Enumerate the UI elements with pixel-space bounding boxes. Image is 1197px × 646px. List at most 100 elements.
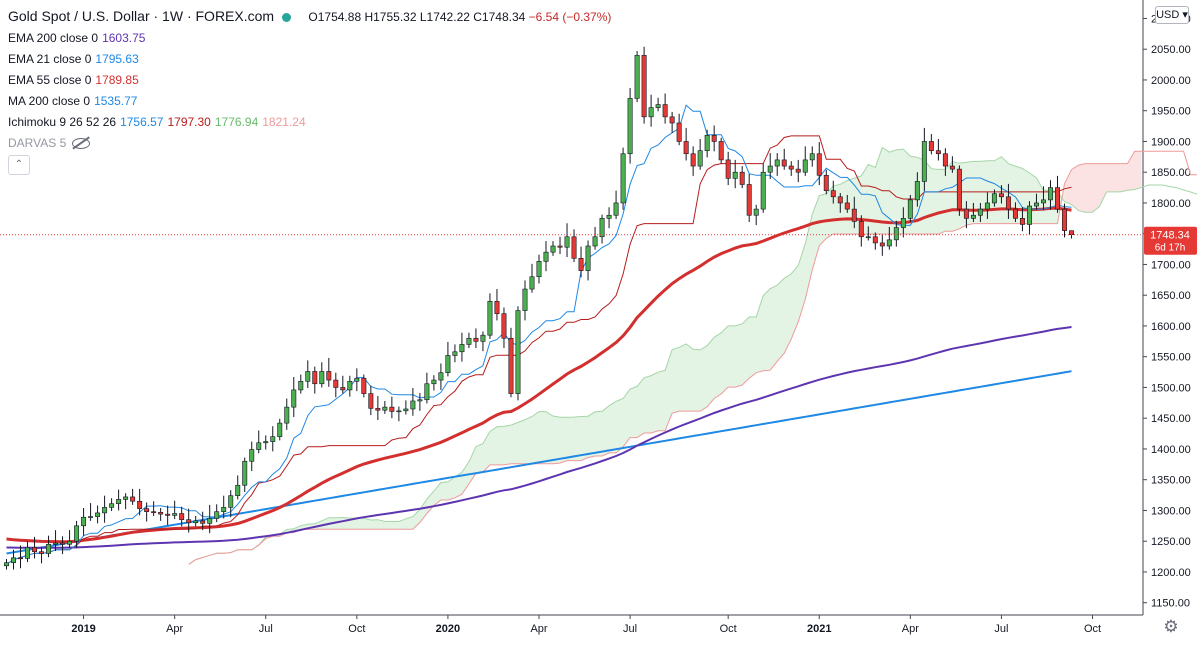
candle-body: [907, 199, 913, 219]
ichimoku-cloud-segment: [567, 417, 575, 461]
candle-body: [501, 313, 507, 339]
candle-body: [998, 193, 1004, 198]
candle-body: [725, 159, 731, 179]
ichimoku-cloud-segment: [644, 375, 652, 433]
candle-body: [382, 406, 388, 411]
candle-body: [508, 337, 514, 394]
ohlc-close: C1748.34: [473, 10, 526, 24]
ichimoku-cloud-segment: [651, 372, 659, 433]
candle-body: [690, 153, 696, 167]
candle-body: [634, 55, 640, 99]
ichimoku-cloud-segment: [1120, 163, 1128, 192]
candle-body: [60, 542, 66, 545]
candle-body: [599, 218, 605, 238]
candle-body: [543, 251, 549, 262]
ichimoku-cloud-segment: [1113, 163, 1121, 192]
ichimoku-cloud-segment: [609, 401, 617, 453]
ichimoku-cloud-segment: [742, 317, 750, 385]
candle-body: [627, 98, 633, 155]
ichimoku-cloud-segment: [1064, 169, 1072, 205]
indicator-row[interactable]: EMA 200 close 0 1603.75: [8, 28, 611, 49]
collapse-legend-button[interactable]: ⌃: [8, 155, 30, 175]
candle-body: [452, 351, 458, 356]
candle-body: [564, 236, 570, 248]
ichimoku-cloud-segment: [349, 518, 357, 530]
candle-body: [494, 301, 500, 314]
y-tick-label: 1300.00: [1151, 505, 1191, 517]
settings-gear-icon[interactable]: ⚙: [1163, 617, 1179, 636]
candle-body: [88, 516, 94, 518]
candle-body: [851, 208, 857, 222]
ohlc-low: L1742.22: [419, 10, 470, 24]
ichimoku-cloud-segment: [496, 426, 504, 465]
darvas-label[interactable]: DARVAS 5: [8, 136, 67, 150]
indicator-value: 1603.75: [102, 31, 146, 45]
candle-body: [263, 441, 269, 444]
ichimoku-cloud-segment: [531, 411, 539, 464]
ichimoku-cloud-segment: [1036, 178, 1044, 224]
candle-body: [109, 503, 115, 508]
candle-body: [4, 562, 9, 567]
ichimoku-cloud-segment: [868, 164, 876, 235]
candle-body: [872, 236, 878, 244]
ichimoku-tenkan: [6, 104, 1072, 565]
indicator-row[interactable]: MA 200 close 0 1535.77: [8, 91, 611, 112]
candle-body: [333, 379, 339, 388]
indicator-value: 1535.77: [94, 94, 138, 108]
ichimoku-cloud-segment: [574, 416, 582, 461]
y-tick-label: 1600.00: [1151, 321, 1191, 333]
ichimoku-cloud-segment: [665, 349, 673, 431]
ichimoku-cloud-segment: [356, 518, 364, 530]
indicator-label: MA 200 close 0: [8, 94, 91, 108]
candle-body: [424, 383, 430, 401]
y-tick-label: 1800.00: [1151, 198, 1191, 210]
candle-body: [368, 393, 374, 409]
candle-body: [578, 257, 584, 271]
y-tick-label: 1850.00: [1151, 167, 1191, 179]
indicator-row[interactable]: EMA 55 close 0 1789.85: [8, 70, 611, 91]
candle-body: [228, 495, 234, 508]
ichimoku-cloud-segment: [931, 168, 939, 235]
ichimoku-cloud-segment: [440, 481, 448, 500]
candle-body: [795, 168, 801, 173]
ichimoku-cloud-segment: [524, 416, 532, 464]
candle-body: [942, 153, 948, 167]
candle-body: [669, 116, 675, 124]
candle-body: [466, 337, 472, 345]
candle-body: [74, 525, 80, 542]
indicator-value: 1756.57: [120, 115, 164, 129]
ichimoku-cloud-segment: [454, 472, 462, 498]
ichimoku-cloud-segment: [489, 426, 497, 465]
ichimoku-cloud-segment: [433, 482, 441, 506]
candle-body: [1012, 208, 1018, 219]
candle-body: [571, 236, 577, 259]
candle-body: [781, 159, 787, 167]
y-tick-label: 1700.00: [1151, 259, 1191, 271]
indicator-row[interactable]: Ichimoku 9 26 52 26 1756.57 1797.30 1776.94…: [8, 112, 611, 133]
ichimoku-cloud-segment: [777, 278, 785, 362]
candle-body: [1033, 202, 1039, 207]
candle-body: [753, 208, 759, 216]
ichimoku-cloud-segment: [510, 422, 518, 464]
currency-selector[interactable]: USD ▾: [1155, 6, 1189, 24]
candle-body: [1062, 208, 1067, 231]
candle-body: [235, 484, 241, 496]
symbol-title[interactable]: Gold Spot / U.S. Dollar · 1W · FOREX.com: [8, 8, 275, 24]
candle-body: [179, 513, 185, 520]
candle-body: [585, 245, 591, 271]
last-price-label: 1748.34: [1150, 230, 1190, 242]
candle-body: [340, 387, 346, 391]
ichimoku-cloud-segment: [889, 149, 897, 235]
x-tick-label: Jul: [259, 623, 273, 635]
indicator-row[interactable]: EMA 21 close 0 1795.63: [8, 49, 611, 70]
ichimoku-cloud-segment: [798, 244, 806, 322]
ichimoku-cloud-segment: [728, 325, 736, 388]
hidden-eye-icon[interactable]: [72, 138, 91, 150]
candle-body: [312, 371, 318, 385]
candle-body: [802, 159, 808, 173]
candle-body: [354, 377, 360, 382]
darvas-row[interactable]: DARVAS 5: [8, 133, 611, 154]
candle-body: [515, 310, 521, 394]
